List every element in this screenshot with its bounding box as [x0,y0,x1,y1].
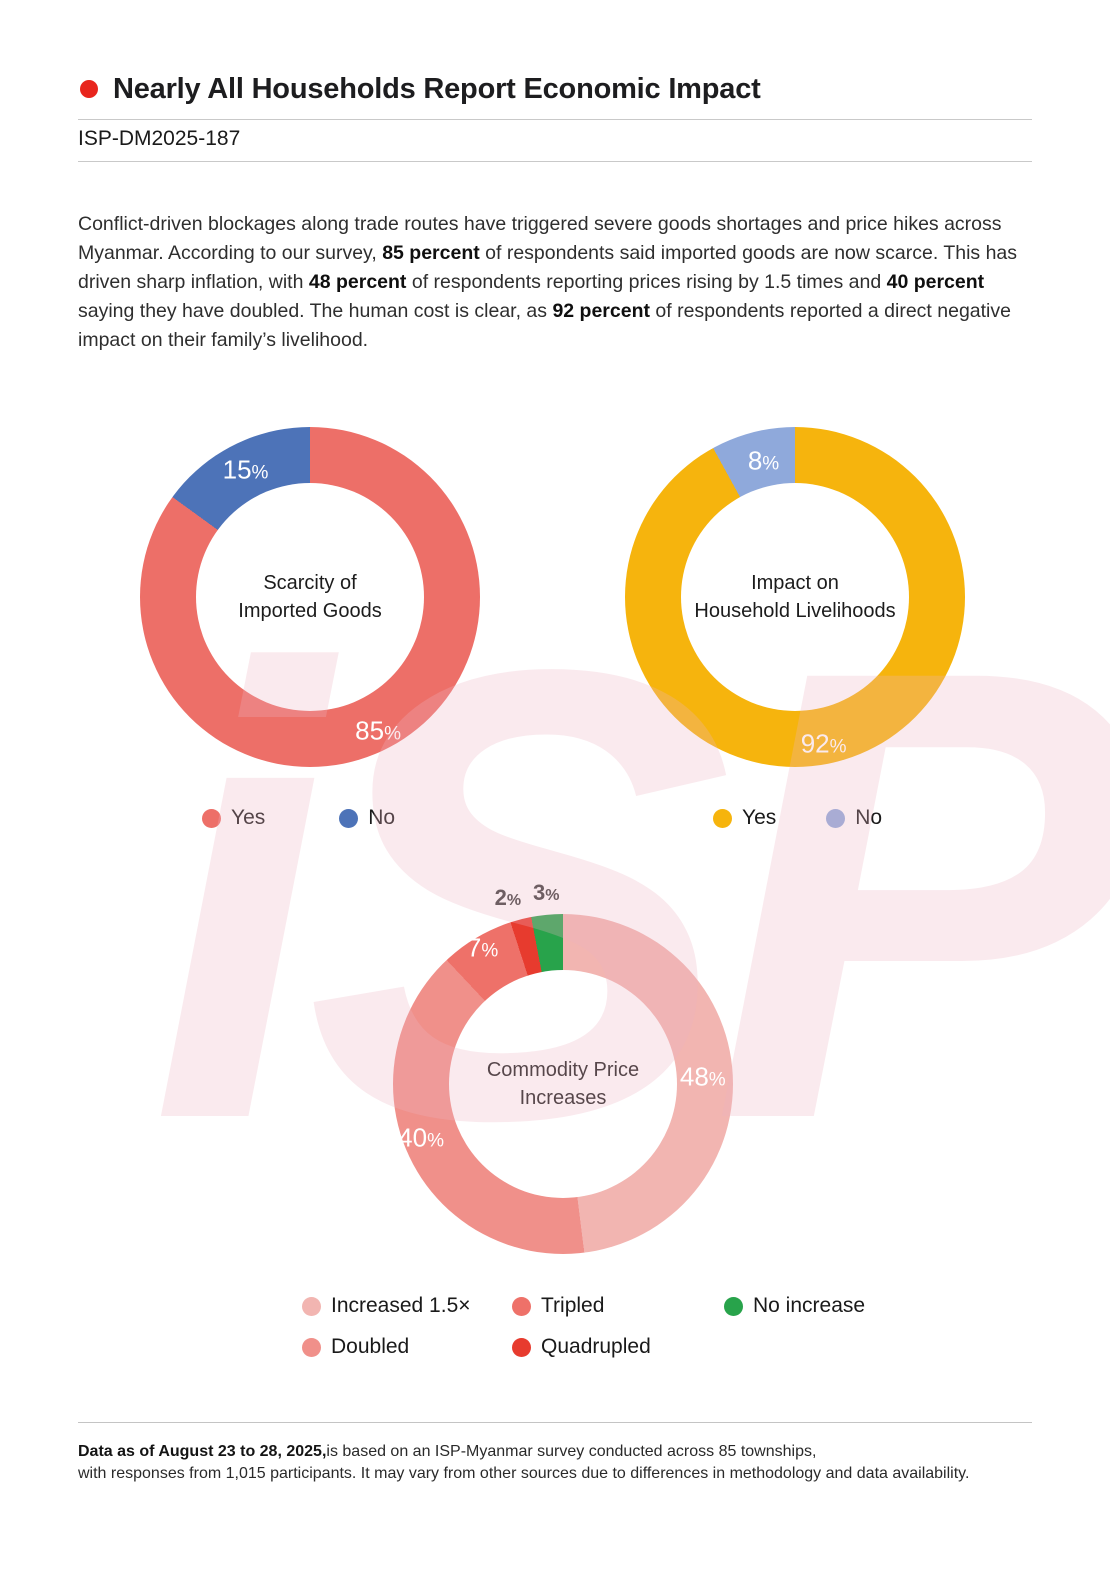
legend-item-no-increase: No increase [724,1293,865,1319]
divider-top [78,119,1032,120]
legend-item-no: No [339,805,395,831]
legend-item-doubled: Doubled [302,1334,512,1360]
legend-dot-yes [713,808,732,828]
slice-label-doubled: 40% [398,1122,445,1153]
legend-dot-quadrupled [512,1337,531,1357]
slice-label-tripled: 7% [466,932,499,963]
donut-hole-livelihoods: Impact on Household Livelihoods [681,483,909,711]
footnote-line-1-rest: is based on an ISP-Myanmar survey conduc… [326,1443,817,1460]
donut-title-livelihoods: Impact on Household Livelihoods [694,572,896,622]
legend-label-yes: Yes [742,806,777,829]
legend-item-yes: Yes [713,805,776,831]
divider-mid [78,161,1032,162]
legend-label-tripled: Tripled [541,1294,605,1317]
donut-hole-scarcity: Scarcity of Imported Goods [196,483,424,711]
intro-text: saying they have doubled. The human cost… [78,299,553,322]
footnote-date: Data as of August 23 to 28, 2025, [78,1443,327,1460]
slice-label-yes: 85% [355,715,402,746]
legend-dot-doubled [302,1337,321,1357]
legend-label-no-increase: No increase [753,1294,866,1317]
legend-item-increased-1-5: Increased 1.5× [302,1293,512,1319]
slice-label-yes: 92% [800,728,847,759]
legend-dot-no-increase [724,1296,743,1316]
donut-chart-prices: Commodity Price Increases 48% 40% 7% 2% 3% [393,880,733,1254]
legend-item-tripled: Tripled [512,1293,724,1319]
intro-highlight: 92 percent [552,299,650,322]
intro-highlight: 48 percent [308,270,407,293]
legend-label-yes: Yes [231,806,266,829]
legend-dot-no [826,808,846,828]
intro-highlight: 85 percent [382,241,480,264]
intro-paragraph: Conflict-driven blockages along trade ro… [78,210,1030,355]
legend-item-quadrupled: Quadrupled [512,1334,724,1360]
footnote: Data as of August 23 to 28, 2025,is base… [78,1441,969,1485]
footnote-line-2: with responses from 1,015 participants. … [78,1465,970,1482]
footnote-line-1: Data as of August 23 to 28, 2025,is base… [78,1441,969,1463]
legend-label-doubled: Doubled [331,1335,410,1358]
legend-label-increased-1-5: Increased 1.5× [331,1294,471,1317]
legend-dot-increased-1-5 [302,1296,321,1316]
slice-label-increased-1-5: 48% [679,1061,726,1092]
donut-title-scarcity: Scarcity of Imported Goods [238,572,382,622]
legend-label-no: No [368,806,396,829]
intro-text: Conflict-driven blockages along trade ro… [78,212,1002,264]
legend-label-quadrupled: Quadrupled [541,1335,651,1358]
intro-text: of respondents reporting prices rising b… [406,270,887,293]
intro-text: of respondents said imported goods are n… [78,241,1018,293]
donut-hole-prices: Commodity Price Increases [449,970,677,1198]
donut-chart-scarcity: Scarcity of Imported Goods 85% 15% [140,427,480,767]
intro-highlight: 40 percent [886,270,985,293]
slice-label-no: 15% [222,454,269,485]
legend-item-no: No [826,805,882,831]
legend-dot-tripled [512,1296,531,1316]
legend-dot-yes [202,808,221,828]
slice-label-no: 8% [747,445,780,476]
legend-dot-no [339,808,359,828]
legend-label-no: No [855,806,883,829]
slice-label-quadrupled: 2% [494,885,522,910]
report-id: ISP-DM2025-187 [78,127,241,150]
legend-item-yes: Yes [202,805,265,831]
legend-livelihoods: Yes No [713,805,882,831]
title-row: Nearly All Households Report Economic Im… [80,72,761,106]
slice-label-no-increase: 3% [533,879,560,905]
page-title: Nearly All Households Report Economic Im… [113,72,761,105]
donut-chart-livelihoods: Impact on Household Livelihoods 92% 8% [625,427,965,767]
intro-text: of respondents reported a direct negativ… [78,299,1011,351]
divider-footer [78,1422,1032,1423]
donut-title-prices: Commodity Price Increases [486,1059,640,1109]
legend-prices: Increased 1.5× Tripled No increase Doubled Q… [302,1293,865,1360]
title-bullet-icon [80,80,98,98]
legend-scarcity: Yes No [202,805,395,831]
